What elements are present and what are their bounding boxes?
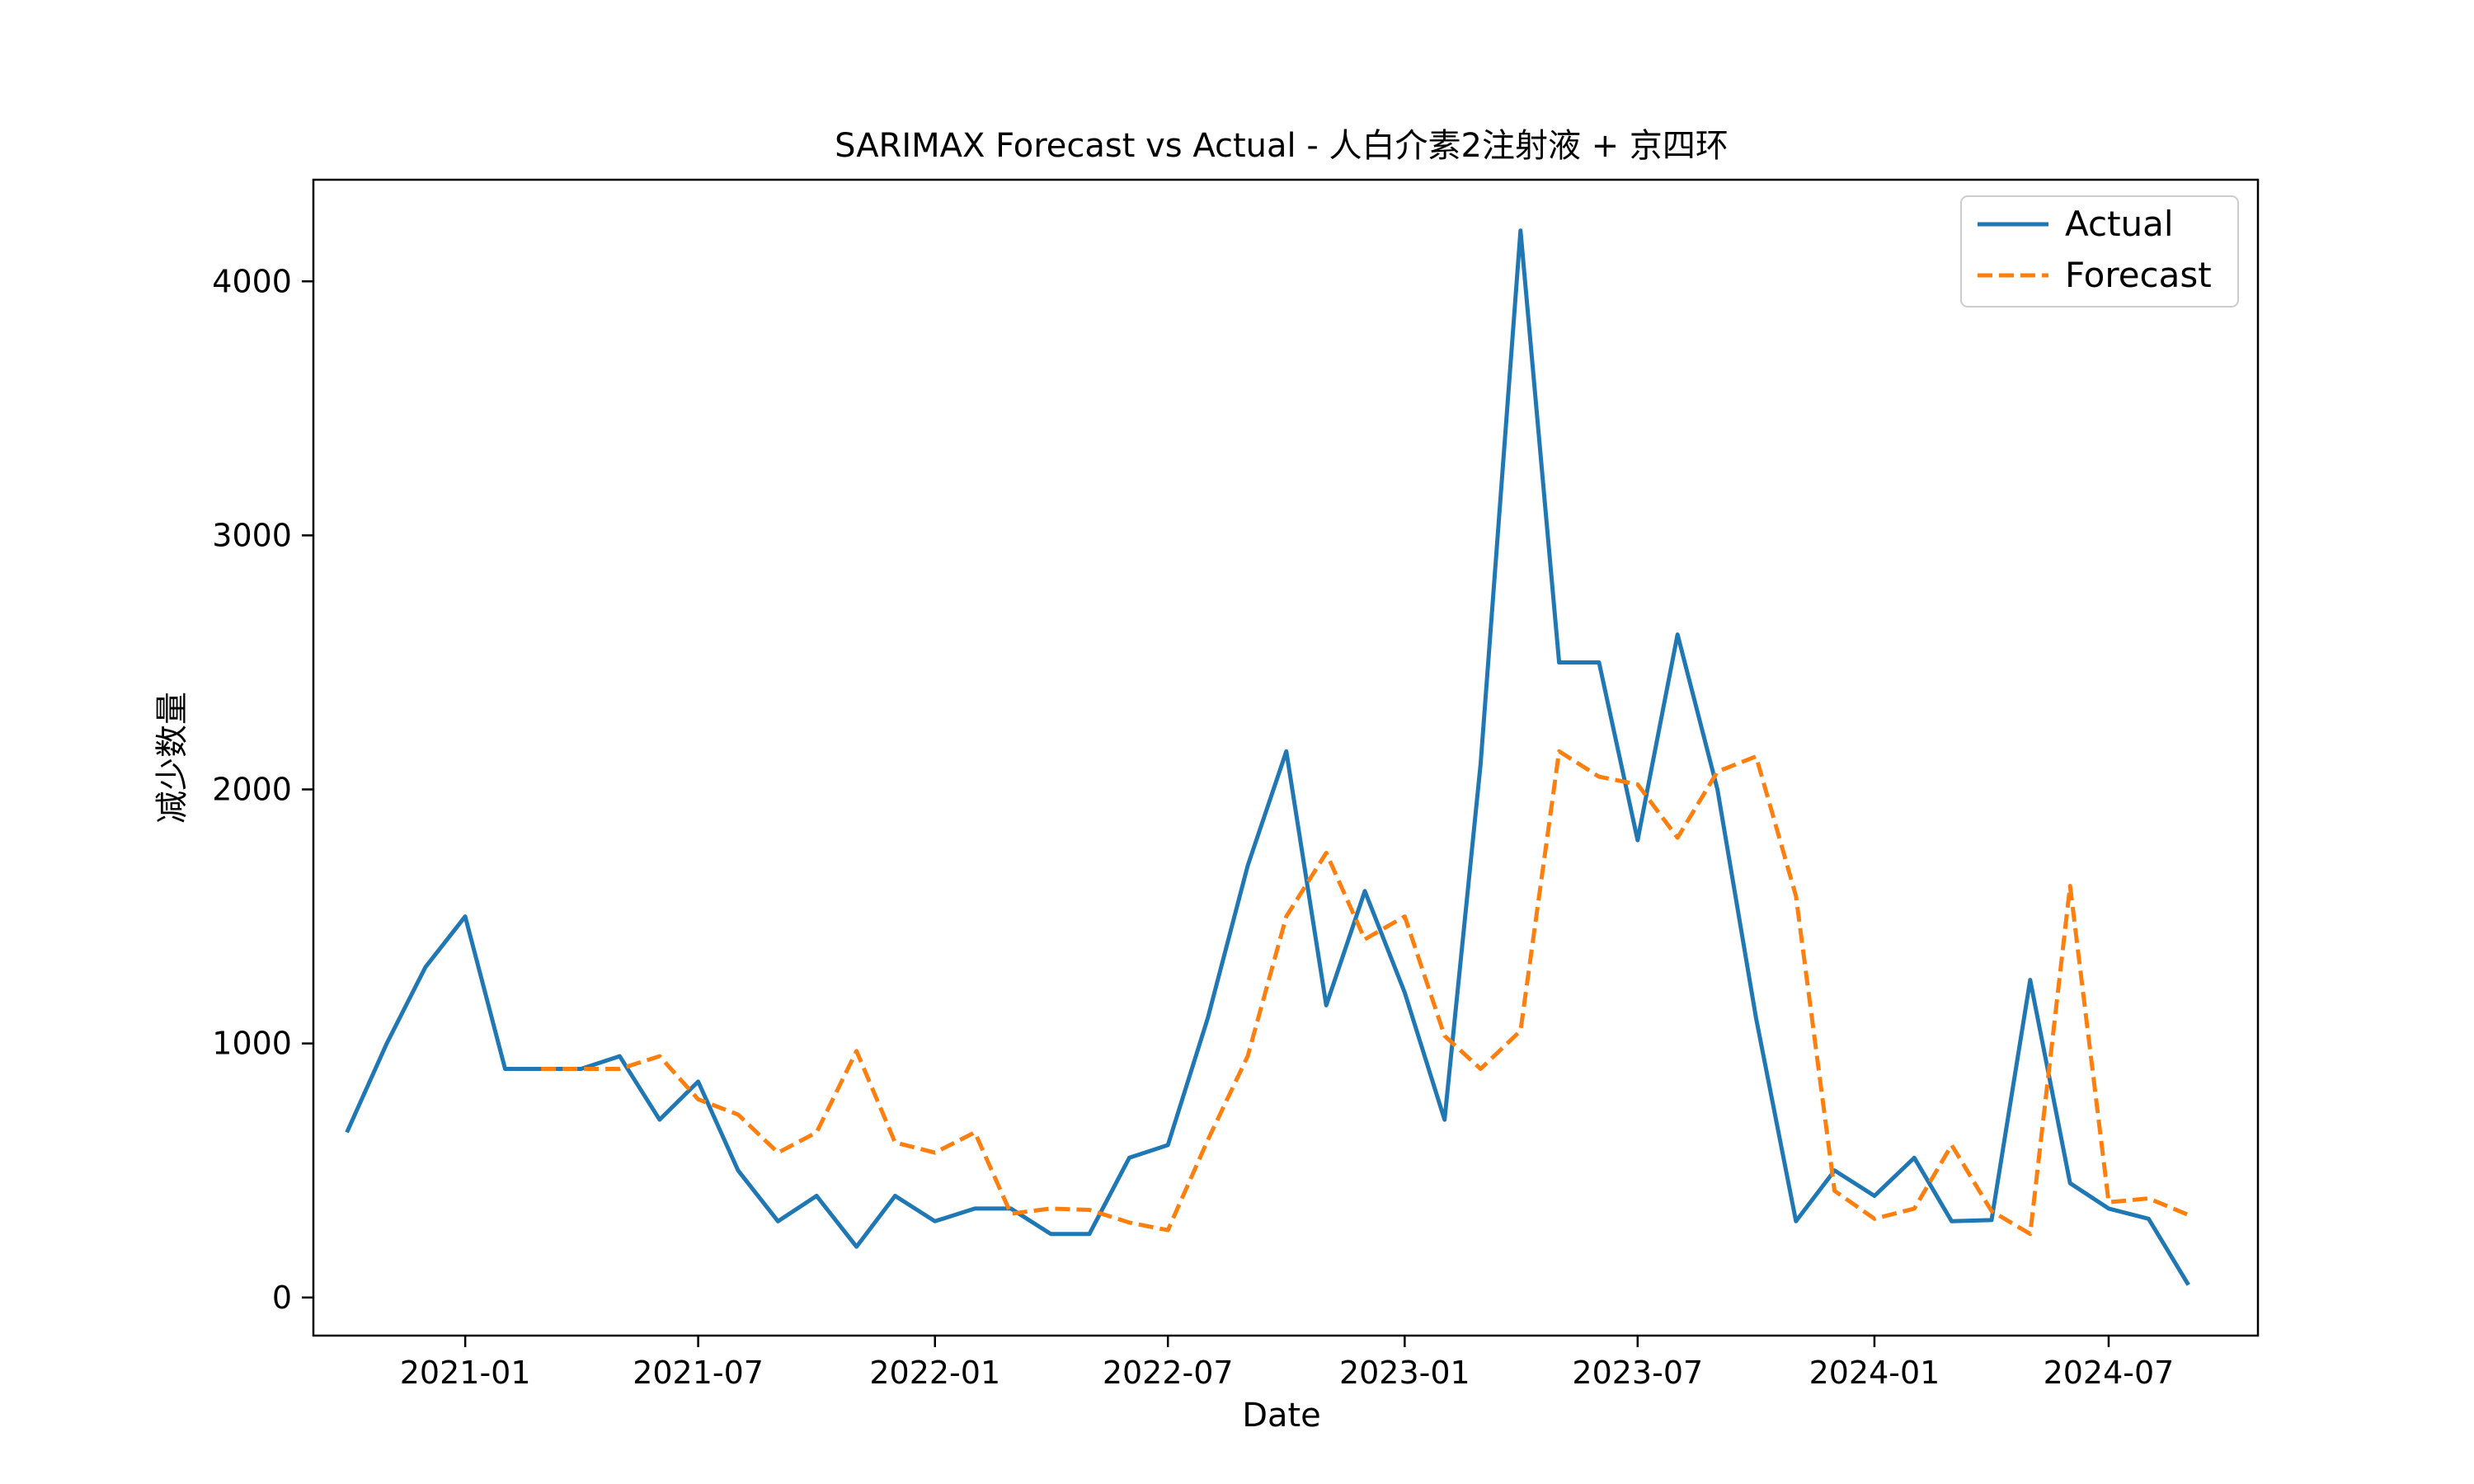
legend: Actual Forecast <box>1960 195 2239 308</box>
y-axis-label: 减少数量 <box>153 692 191 824</box>
x-tick-label: 2023-01 <box>1339 1355 1470 1391</box>
legend-label-forecast: Forecast <box>2065 255 2212 295</box>
x-axis: 2021-01 2021-07 2022-01 2022-07 2023-01 2023-… <box>400 1336 2175 1391</box>
x-tick-label: 2023-07 <box>1572 1355 1703 1391</box>
x-tick-label: 2024-07 <box>2044 1355 2175 1391</box>
series-line-actual <box>345 228 2190 1286</box>
y-tick-label: 1000 <box>212 1026 292 1062</box>
plot-area <box>312 178 2260 1337</box>
x-tick-label: 2022-01 <box>869 1355 1000 1391</box>
y-tick-label: 0 <box>272 1280 292 1316</box>
x-tick-label: 2024-01 <box>1809 1355 1940 1391</box>
x-tick-label: 2021-01 <box>400 1355 531 1391</box>
series-line-forecast <box>541 749 2189 1237</box>
y-axis: 0 1000 2000 3000 4000 <box>212 263 313 1316</box>
series-layer <box>345 228 2190 1286</box>
y-tick-label: 4000 <box>212 263 292 299</box>
y-tick-label: 3000 <box>212 517 292 553</box>
chart-title: SARIMAX Forecast vs Actual - 人白介素2注射液 + … <box>835 127 1729 165</box>
y-tick-label: 2000 <box>212 772 292 808</box>
legend-label-actual: Actual <box>2065 204 2174 244</box>
x-tick-label: 2021-07 <box>633 1355 764 1391</box>
plot-frame <box>312 178 2260 1337</box>
x-axis-label: Date <box>1242 1397 1321 1435</box>
x-tick-label: 2022-07 <box>1103 1355 1234 1391</box>
